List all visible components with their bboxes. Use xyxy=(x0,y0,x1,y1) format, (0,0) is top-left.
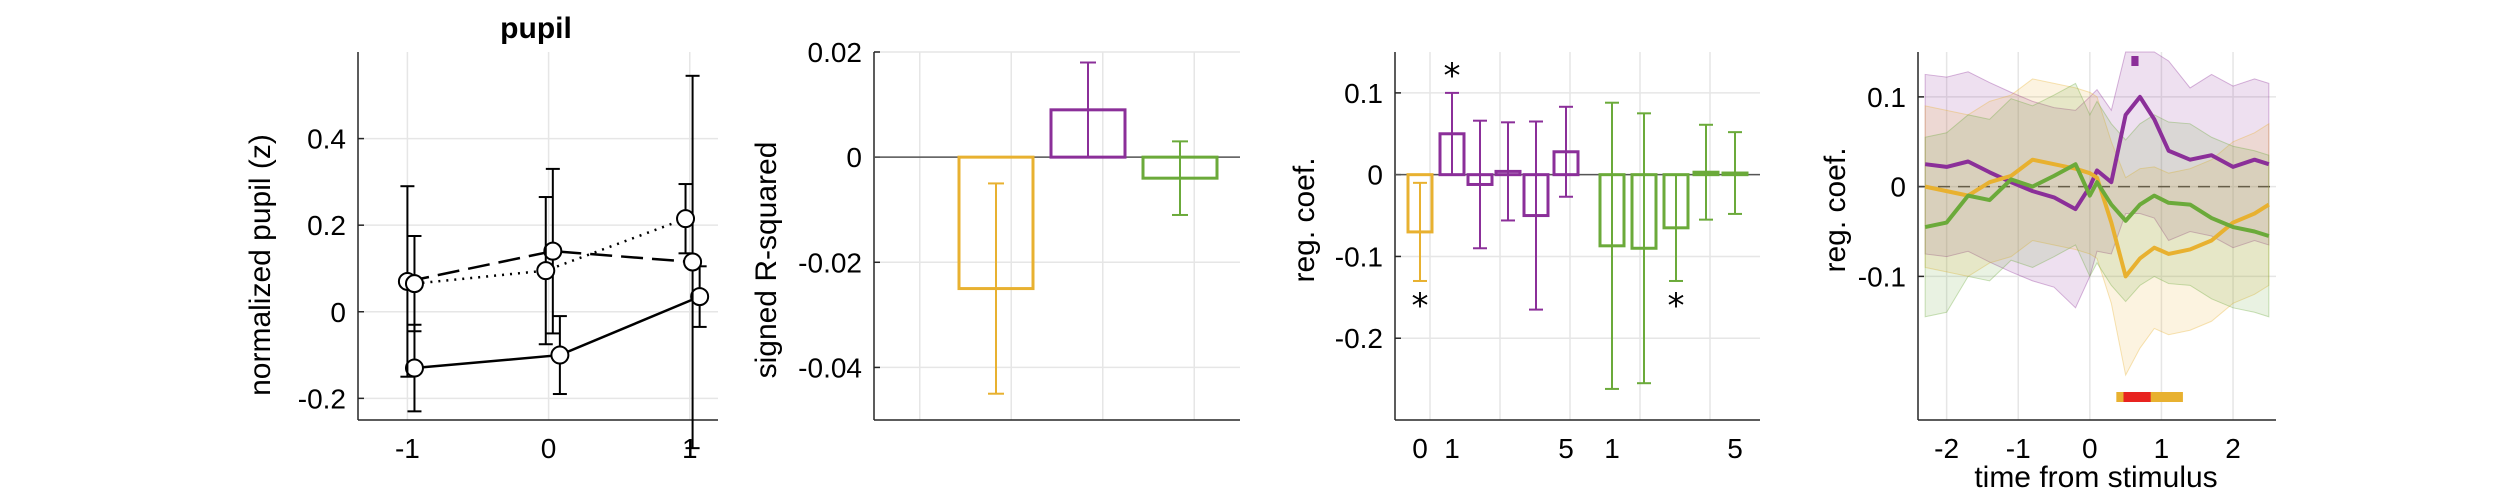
plot-area: -2 -1 0 1 2 0.1 0 -0.1 xyxy=(1858,51,2276,464)
y-tick-label: 0.2 xyxy=(307,210,346,241)
y-tick-label: -0.02 xyxy=(798,247,862,278)
data-point xyxy=(683,252,703,272)
series-line-green xyxy=(1924,162,2270,238)
y-tick-label: -0.1 xyxy=(1335,241,1383,272)
panel-timecourse: reg. coef. time from stimulus -2 -1 0 1 2 0.1… xyxy=(1819,51,2276,494)
x-tick-label: 2 xyxy=(2225,433,2241,464)
series-line-purple xyxy=(1924,94,2270,212)
chart-title: pupil xyxy=(500,12,572,45)
plot-area: 0.02 0 -0.02 -0.04 xyxy=(798,37,1240,421)
error-band-green xyxy=(1924,82,2270,318)
y-tick-label: 0.02 xyxy=(808,37,863,68)
y-tick-label: -0.04 xyxy=(798,352,862,383)
data-point xyxy=(404,274,424,294)
plot-area: -1 0 1-0.200.20.4 xyxy=(298,52,718,464)
x-tick-label: 1 xyxy=(1444,433,1460,464)
data-point xyxy=(543,241,563,261)
x-tick-label: 1 xyxy=(2154,433,2170,464)
x-tick-label: -1 xyxy=(395,433,420,464)
data-point xyxy=(690,287,710,307)
y-axis-label: normalized pupil (z) xyxy=(244,134,277,396)
significance-star: * xyxy=(1668,286,1685,326)
y-tick-label: 0.4 xyxy=(307,124,346,155)
panel-pupil: pupil normalized pupil (z) -1 0 1-0.200.20… xyxy=(244,12,718,464)
data-point xyxy=(404,358,424,378)
y-tick-label: 0.1 xyxy=(1344,78,1383,109)
y-tick-label: 0 xyxy=(846,142,862,173)
x-tick-label: -1 xyxy=(2006,433,2031,464)
x-tick-label: 0 xyxy=(541,433,557,464)
y-axis-label: reg. coef. xyxy=(1288,157,1321,282)
x-tick-label: 0 xyxy=(1412,433,1428,464)
series-line-dashed xyxy=(407,249,693,283)
series-line-yellow xyxy=(1924,157,2270,279)
data-point xyxy=(536,261,556,281)
x-tick-label: 1 xyxy=(1604,433,1620,464)
y-tick-label: -0.1 xyxy=(1858,261,1906,292)
error-band-yellow xyxy=(1924,78,2270,377)
y-tick-label: 0 xyxy=(330,297,346,328)
significance-star: * xyxy=(1444,56,1461,96)
data-point xyxy=(676,209,696,229)
y-tick-label: -0.2 xyxy=(1335,323,1383,354)
data-point xyxy=(550,345,570,365)
x-tick-label: 5 xyxy=(1558,433,1574,464)
x-tick-label: 0 xyxy=(2082,433,2098,464)
significance-bar-purple xyxy=(2131,56,2139,66)
panel-signed-r-squared: signed R-squared 0.02 0 -0.02 -0.04 xyxy=(750,37,1240,421)
y-axis-label: signed R-squared xyxy=(750,142,783,379)
y-tick-label: 0 xyxy=(1367,160,1383,191)
x-tick-label: 5 xyxy=(1727,433,1743,464)
y-tick-label: 0.1 xyxy=(1867,82,1906,113)
x-axis-label: time from stimulus xyxy=(1974,461,2217,494)
y-axis-label: reg. coef. xyxy=(1819,147,1852,272)
significance-star: * xyxy=(1412,286,1429,326)
panel-regression-coefficients: reg. coef. 0.10-0.1-0.2***0 1 5 1 5 xyxy=(1288,52,1760,464)
plot-area: 0.10-0.1-0.2***0 1 5 1 5 xyxy=(1335,52,1760,464)
y-tick-label: -0.2 xyxy=(298,383,346,414)
y-tick-label: 0 xyxy=(1890,172,1906,203)
significance-bar-red xyxy=(2123,392,2151,402)
x-tick-label: -2 xyxy=(1934,433,1959,464)
